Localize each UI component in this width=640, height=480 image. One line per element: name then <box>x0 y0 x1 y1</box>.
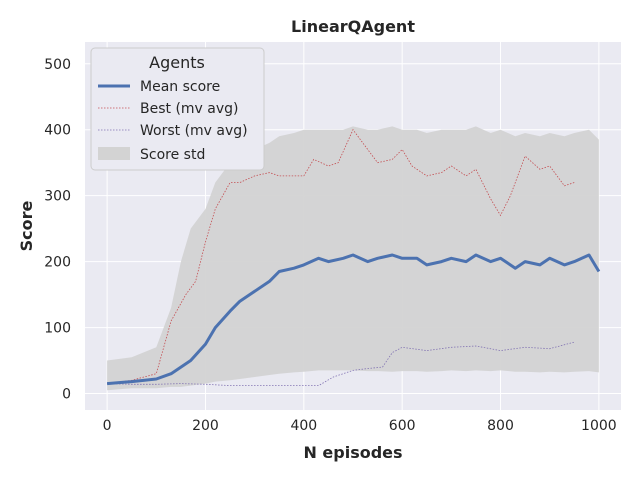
x-tick-label: 400 <box>290 418 317 434</box>
score-std-band <box>107 126 599 391</box>
legend-swatch-std <box>98 147 130 160</box>
legend-title: Agents <box>149 53 205 72</box>
legend-label-best: Best (mv avg) <box>140 101 239 117</box>
legend-label-mean: Mean score <box>140 79 220 95</box>
best-mv-avg-line <box>107 128 575 384</box>
y-axis-label: Score <box>17 200 36 251</box>
tick-labels: 0 200 400 600 800 1000 0 100 200 300 400 500 <box>44 57 616 434</box>
chart-title: LinearQAgent <box>291 17 415 36</box>
y-tick-label: 0 <box>62 387 71 403</box>
x-axis-label: N episodes <box>303 443 402 462</box>
y-tick-label: 400 <box>44 123 71 139</box>
x-tick-label: 200 <box>192 418 219 434</box>
x-tick-label: 0 <box>103 418 112 434</box>
legend-label-worst: Worst (mv avg) <box>140 123 248 139</box>
legend-box <box>90 47 265 171</box>
y-tick-label: 300 <box>44 189 71 205</box>
std-band-area <box>107 126 599 391</box>
y-tick-label: 200 <box>44 255 71 271</box>
legend: Agents Mean score Best (mv avg) Worst (m… <box>90 47 265 171</box>
y-tick-label: 500 <box>44 57 71 73</box>
x-tick-label: 1000 <box>581 418 617 434</box>
x-tick-label: 800 <box>487 418 514 434</box>
mean-score-line <box>106 253 601 386</box>
series-lines <box>106 128 601 387</box>
worst-mv-avg-line <box>107 341 575 387</box>
x-tick-label: 600 <box>389 418 416 434</box>
legend-label-std: Score std <box>140 147 205 163</box>
y-tick-label: 100 <box>44 321 71 337</box>
